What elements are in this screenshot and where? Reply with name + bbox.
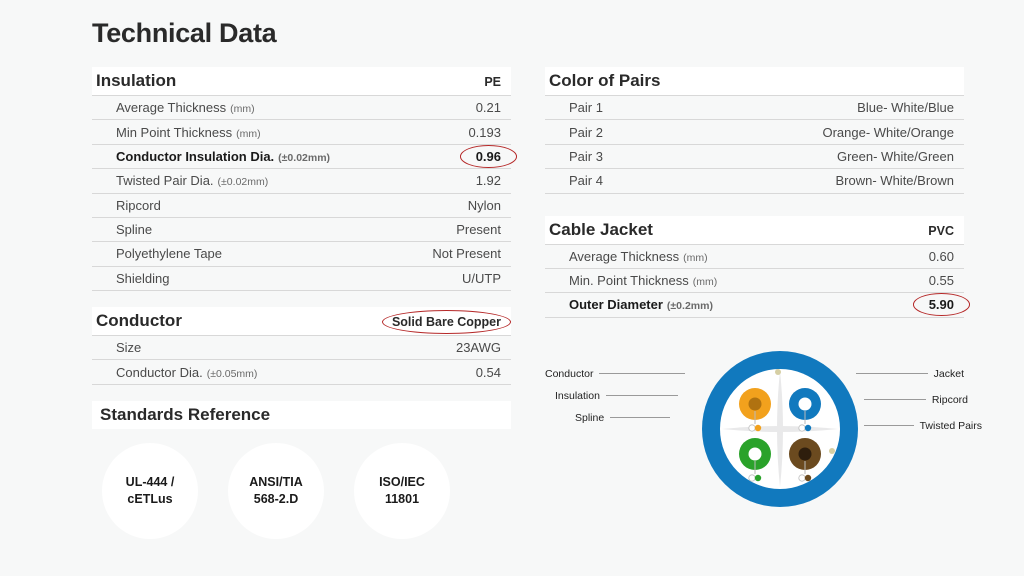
label-conductor: Conductor — [545, 368, 685, 380]
cable-diagram: Conductor Insulation Spline Jacket Ripco… — [545, 334, 964, 534]
conductor-title: Conductor — [96, 311, 182, 331]
jacket-value: 0.55 — [929, 273, 954, 288]
label-ripcord: Ripcord — [864, 394, 968, 406]
pairs-row: Pair 1 Blue- White/Blue — [545, 96, 964, 120]
insulation-label: Conductor Insulation Dia.(±0.02mm) — [116, 149, 330, 164]
jacket-material: PVC — [928, 224, 954, 238]
pairs-label: Pair 1 — [569, 100, 603, 115]
jacket-label: Outer Diameter(±0.2mm) — [569, 297, 713, 312]
label-spline: Spline — [575, 412, 670, 424]
conductor-value: 23AWG — [456, 340, 501, 355]
insulation-value: Present — [456, 222, 501, 237]
pairs-label: Pair 3 — [569, 149, 603, 164]
conductor-label: Size — [116, 340, 141, 355]
section-jacket: Cable Jacket PVC Average Thickness(mm) 0.… — [545, 216, 964, 318]
insulation-row: Min Point Thickness(mm) 0.193 — [92, 120, 511, 144]
pairs-value: Orange- White/Orange — [822, 125, 954, 140]
section-insulation: Insulation PE Average Thickness(mm) 0.21 M… — [92, 67, 511, 291]
standard-badge: ANSI/TIA 568-2.D — [228, 443, 324, 539]
pairs-value: Brown- White/Brown — [836, 173, 954, 188]
label-jacket: Jacket — [856, 368, 964, 380]
pairs-value: Blue- White/Blue — [857, 100, 954, 115]
section-pairs: Color of Pairs Pair 1Blue- White/BluePai… — [545, 67, 964, 194]
insulation-label: Ripcord — [116, 198, 161, 213]
section-standards: Standards Reference UL-444 / cETLus ANSI/… — [92, 401, 511, 539]
insulation-row: Twisted Pair Dia.(±0.02mm) 1.92 — [92, 169, 511, 193]
label-twisted: Twisted Pairs — [864, 420, 982, 432]
insulation-label: Polyethylene Tape — [116, 246, 222, 261]
conductor-row: Conductor Dia.(±0.05mm) 0.54 — [92, 360, 511, 384]
standard-badge: ISO/IEC 11801 — [354, 443, 450, 539]
jacket-row: Outer Diameter(±0.2mm) 5.90 — [545, 293, 964, 317]
conductor-value: 0.54 — [476, 365, 501, 380]
insulation-label: Spline — [116, 222, 152, 237]
insulation-row: Conductor Insulation Dia.(±0.02mm) 0.96 — [92, 145, 511, 169]
insulation-value: 0.96 — [476, 149, 501, 164]
pairs-label: Pair 4 — [569, 173, 603, 188]
jacket-value: 0.60 — [929, 249, 954, 264]
pairs-title: Color of Pairs — [549, 71, 660, 91]
insulation-row: Spline Present — [92, 218, 511, 242]
insulation-row: Shielding U/UTP — [92, 267, 511, 291]
insulation-label: Average Thickness(mm) — [116, 100, 255, 115]
jacket-label: Average Thickness(mm) — [569, 249, 708, 264]
standard-badge: UL-444 / cETLus — [102, 443, 198, 539]
jacket-row: Average Thickness(mm) 0.60 — [545, 245, 964, 269]
pairs-row: Pair 3 Green- White/Green — [545, 145, 964, 169]
page-title: Technical Data — [92, 18, 964, 49]
insulation-value: Not Present — [432, 246, 501, 261]
section-conductor: Conductor Solid Bare Copper Size 23AWG Con… — [92, 307, 511, 385]
insulation-value: Nylon — [468, 198, 501, 213]
label-insulation: Insulation — [555, 390, 678, 402]
insulation-value: 0.21 — [476, 100, 501, 115]
jacket-label: Min. Point Thickness(mm) — [569, 273, 717, 288]
conductor-material: Solid Bare Copper — [392, 315, 501, 329]
pairs-row: Pair 2 Orange- White/Orange — [545, 120, 964, 144]
jacket-title: Cable Jacket — [549, 220, 653, 240]
insulation-row: Average Thickness(mm) 0.21 — [92, 96, 511, 120]
insulation-value: U/UTP — [462, 271, 501, 286]
insulation-value: 0.193 — [468, 125, 501, 140]
insulation-row: Ripcord Nylon — [92, 194, 511, 218]
pairs-value: Green- White/Green — [837, 149, 954, 164]
insulation-label: Min Point Thickness(mm) — [116, 125, 261, 140]
insulation-row: Polyethylene Tape Not Present — [92, 242, 511, 266]
insulation-value: 1.92 — [476, 173, 501, 188]
conductor-label: Conductor Dia.(±0.05mm) — [116, 365, 257, 380]
standards-title: Standards Reference — [92, 401, 511, 429]
insulation-title: Insulation — [96, 71, 176, 91]
pairs-row: Pair 4 Brown- White/Brown — [545, 169, 964, 193]
jacket-row: Min. Point Thickness(mm) 0.55 — [545, 269, 964, 293]
insulation-material: PE — [484, 75, 501, 89]
insulation-label: Twisted Pair Dia.(±0.02mm) — [116, 173, 268, 188]
insulation-label: Shielding — [116, 271, 170, 286]
conductor-row: Size 23AWG — [92, 336, 511, 360]
pairs-label: Pair 2 — [569, 125, 603, 140]
jacket-value: 5.90 — [929, 297, 954, 312]
